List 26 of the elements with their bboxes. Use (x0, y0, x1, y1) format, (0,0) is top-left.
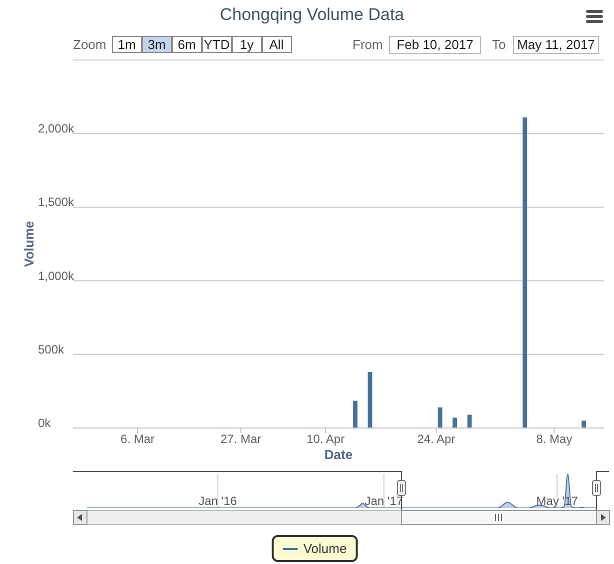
y-axis-title: Volume (22, 221, 36, 267)
range-button: YTD (202, 36, 232, 53)
range-button: 3m (142, 36, 172, 53)
date-field: May 11, 2017 (513, 36, 599, 54)
y-tick-label: 1,500k (38, 195, 76, 210)
range-button: 1y (232, 36, 262, 53)
y-tick-label: 0k (38, 416, 52, 430)
x-tick-label: 27. Mar (220, 432, 262, 446)
x-tick-label: 8. May (536, 432, 572, 446)
date-field: Feb 10, 2017 (389, 36, 481, 54)
range-button: All (262, 36, 292, 53)
text: Zoom (73, 37, 106, 52)
range-button: 1m (112, 36, 142, 53)
y-tick-label: 1,000k (38, 268, 76, 283)
x-tick-label: 6. Mar (120, 432, 155, 446)
text: To (492, 37, 506, 52)
y-tick-label: 2,000k (38, 122, 76, 136)
legend-label: Volume (303, 541, 347, 556)
text: From (352, 37, 383, 52)
x-tick-label: Jan '16 (198, 494, 238, 508)
y-tick-label: 500k (38, 342, 66, 356)
x-tick-label: 10. Apr (306, 432, 345, 446)
x-axis-title: Date (324, 447, 353, 462)
range-button: 6m (172, 36, 202, 53)
chart-title: Chongqing Volume Data (220, 5, 404, 24)
x-tick-label: 24. Apr (417, 432, 456, 446)
